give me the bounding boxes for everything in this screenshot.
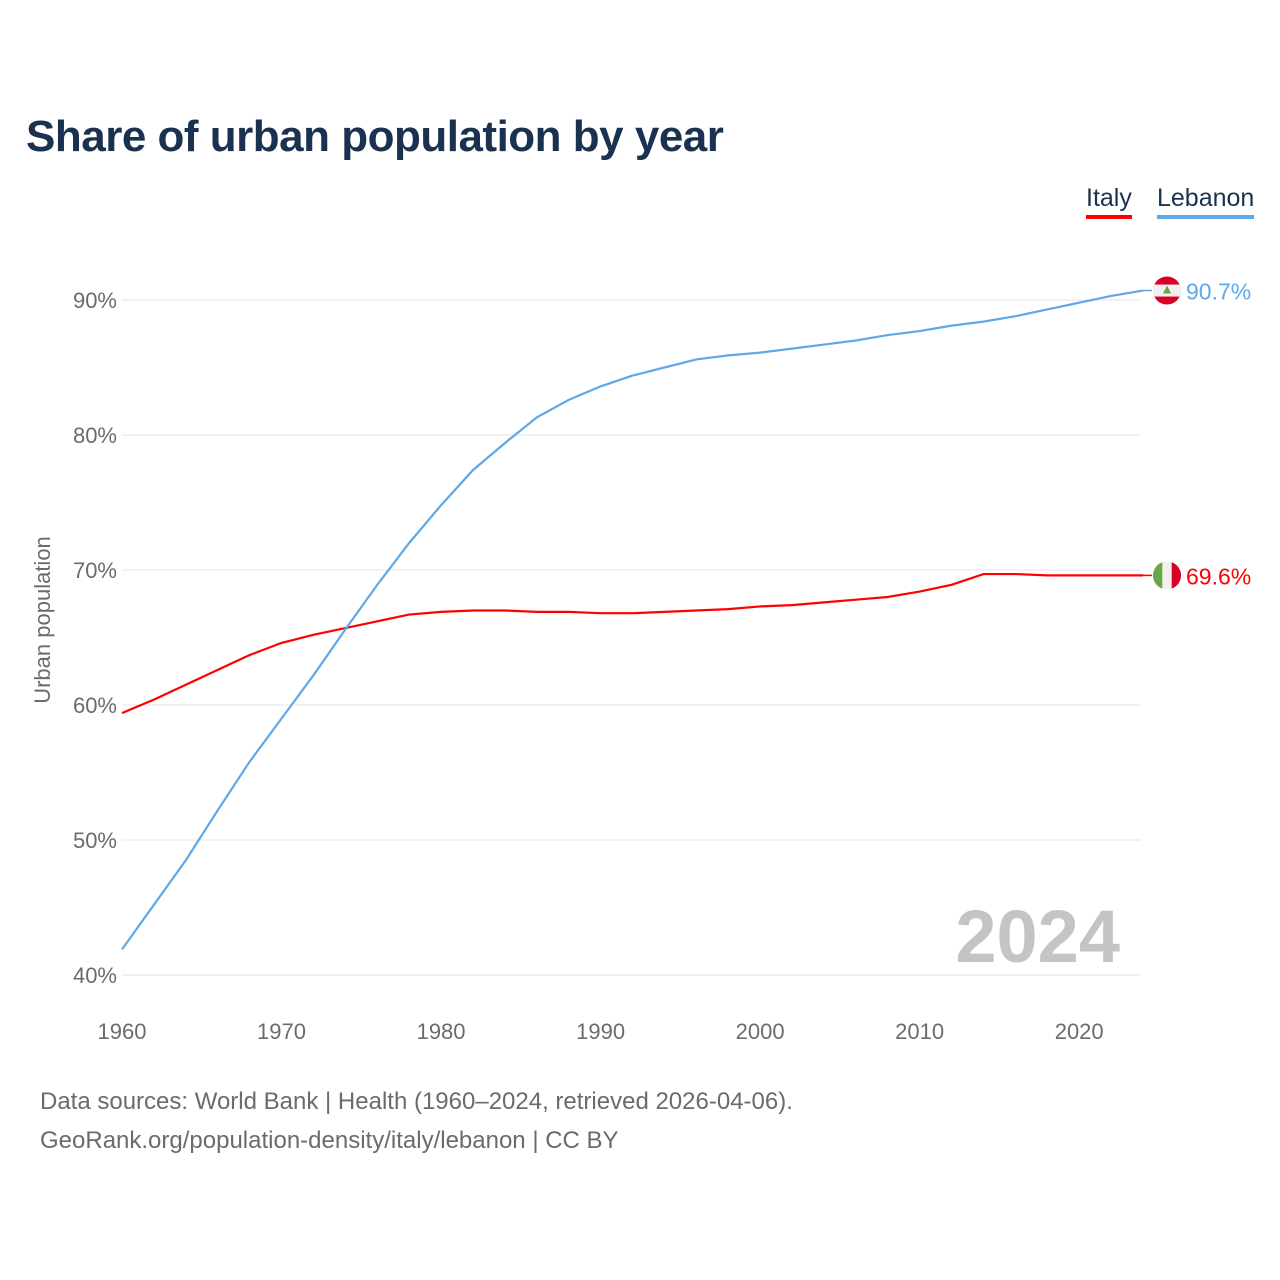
y-tick-label: 60% [73, 693, 117, 718]
y-tick-label: 50% [73, 828, 117, 853]
end-value-label: 69.6% [1186, 563, 1251, 589]
year-watermark: 2024 [955, 895, 1120, 978]
y-axis-label: Urban population [30, 536, 55, 704]
legend-italy[interactable]: Italy [1086, 184, 1132, 219]
source-url[interactable]: GeoRank.org/population-density/italy/leb… [40, 1127, 619, 1154]
series-line-italy [121, 572, 1143, 715]
series-line-lebanon [121, 289, 1144, 950]
y-tick-label: 70% [73, 558, 117, 583]
x-tick-label: 2020 [1055, 1019, 1104, 1044]
cedar-icon [1163, 285, 1171, 294]
x-tick-label: 2000 [736, 1019, 785, 1044]
x-tick-label: 1980 [417, 1019, 466, 1044]
legend-lebanon[interactable]: Lebanon [1157, 184, 1255, 219]
source-line: Data sources: World Bank | Health (1960–… [40, 1088, 793, 1115]
end-value-label: 90.7% [1186, 279, 1251, 305]
x-tick-label: 2010 [895, 1019, 944, 1044]
flag-green [1152, 562, 1163, 589]
y-tick-label: 90% [73, 288, 117, 313]
flag-red [1171, 562, 1182, 589]
y-tick-label: 80% [73, 423, 117, 448]
x-tick-label: 1960 [98, 1019, 147, 1044]
x-tick-label: 1970 [257, 1019, 306, 1044]
y-tick-label: 40% [73, 963, 117, 988]
x-tick-label: 1990 [576, 1019, 625, 1044]
chart-title: Share of urban population by year [26, 112, 724, 161]
